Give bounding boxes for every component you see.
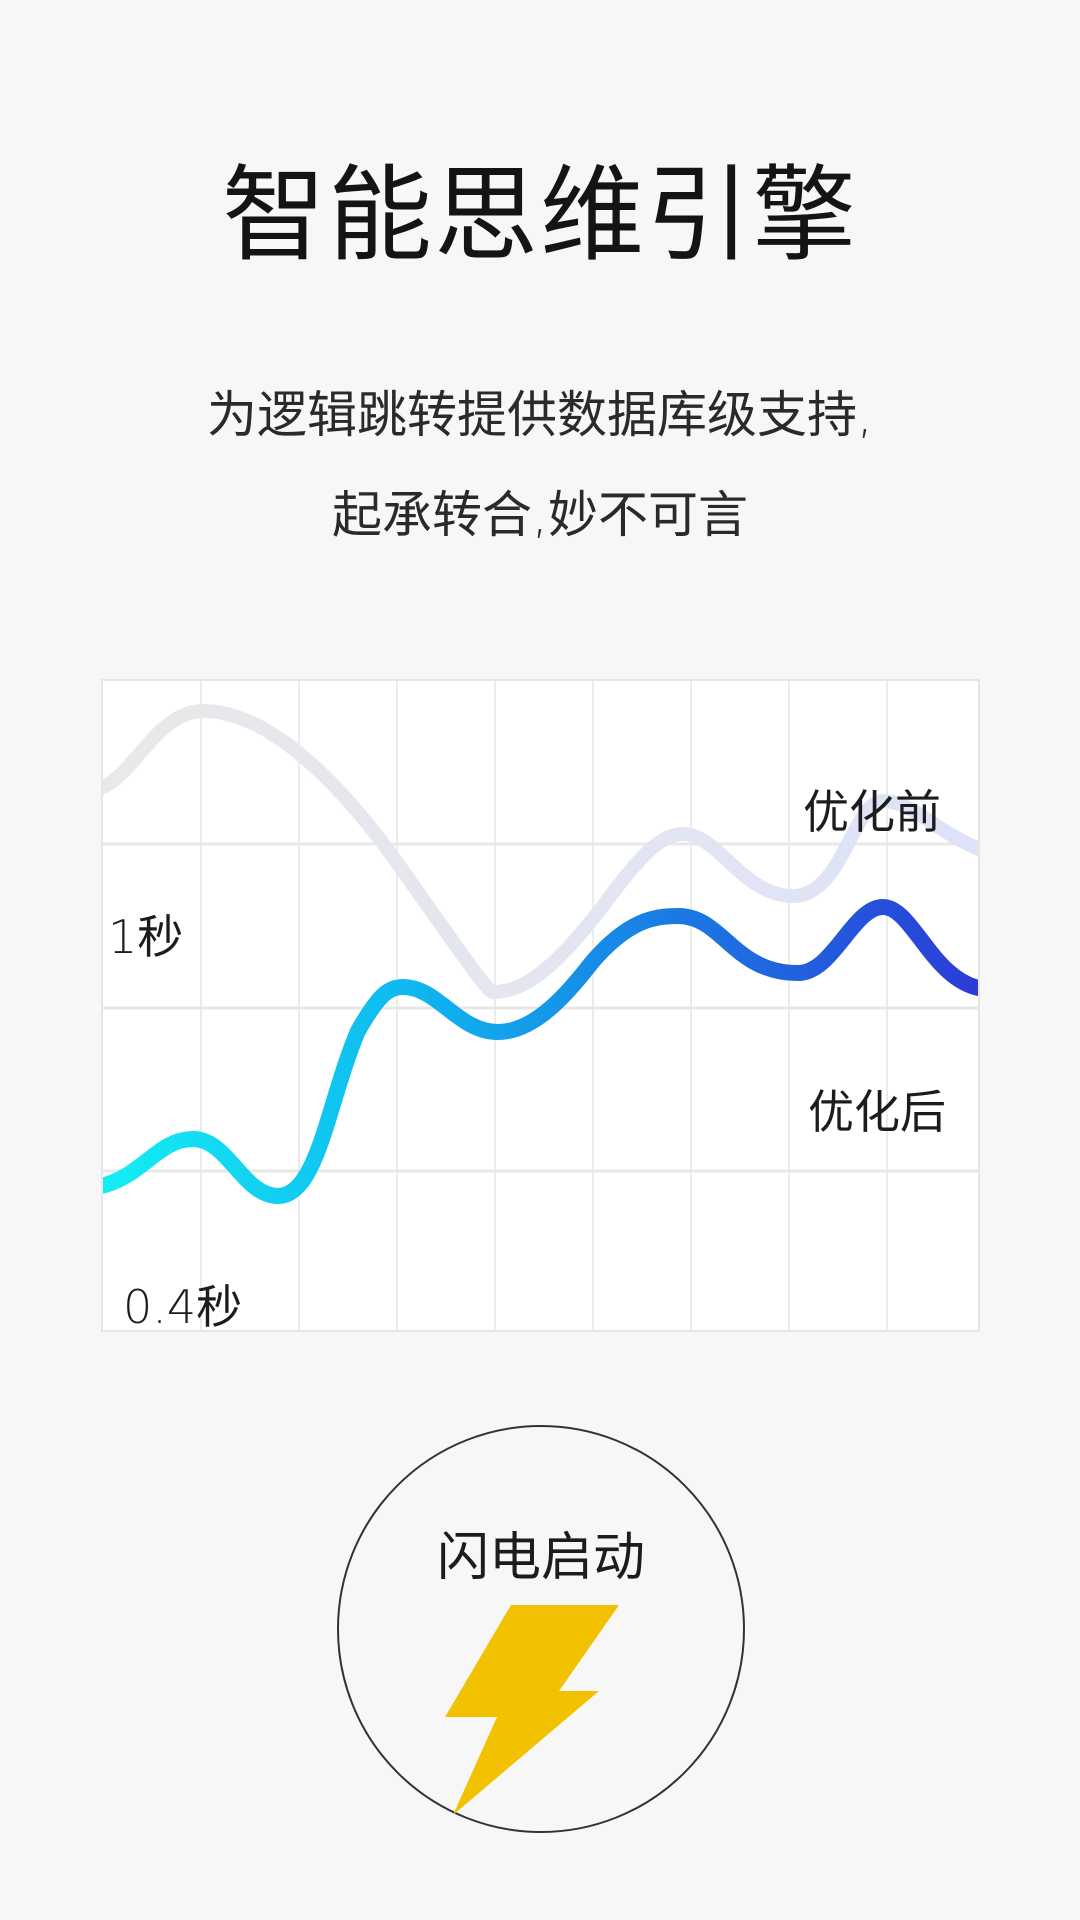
performance-chart: 1秒 0.4秒 优化前 优化后	[101, 679, 980, 1332]
series-line-before	[103, 703, 978, 1000]
series-line-after	[103, 898, 978, 1205]
y-label-0-4s: 0.4秒	[123, 1280, 243, 1332]
flash-launch-label: 闪电启动	[436, 1528, 645, 1588]
subtitle-line-2: 起承转合,妙不可言	[332, 486, 748, 544]
series-label-before: 优化前	[803, 785, 941, 839]
flash-launch-button[interactable]: 闪电启动	[337, 1425, 745, 1833]
series-label-after: 优化后	[808, 1085, 946, 1139]
lightning-bolt-icon	[445, 1605, 619, 1815]
page-title: 智能思维引擎	[221, 154, 858, 276]
y-label-1s: 1秒	[108, 910, 184, 964]
subtitle-line-1: 为逻辑跳转提供数据库级支持,	[207, 386, 873, 444]
chart-svg	[103, 681, 978, 1330]
